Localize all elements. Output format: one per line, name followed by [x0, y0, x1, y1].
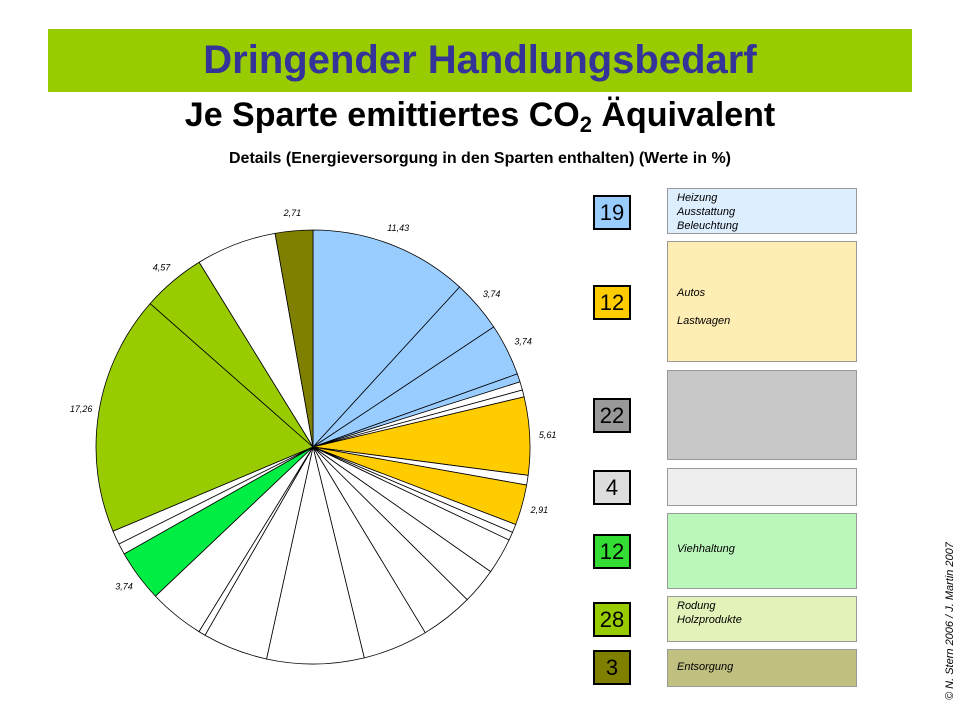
legend-description-line: Ausstattung [677, 206, 736, 218]
legend-value-1: 19 [593, 195, 631, 230]
legend-description-line: Lastwagen [677, 315, 731, 327]
subtitle-main: Je Sparte emittiertes CO [184, 96, 580, 134]
chart-subtitle: Je Sparte emittiertes CO2 Äquivalent [0, 96, 960, 138]
slice-label-9: 2,91 [530, 505, 549, 515]
legend-value-4: 4 [593, 470, 631, 505]
slice-label-24: 4,57 [153, 262, 172, 272]
subtitle-subscript: 2 [579, 112, 592, 137]
slice-label-2: 3,74 [483, 289, 501, 299]
chart-details: Details (Energieversorgung in den Sparte… [228, 150, 731, 167]
legend-description-5: Viehhaltung [667, 513, 857, 589]
legend-description-line: Entsorgung [677, 661, 734, 673]
pie-slice-1 [312, 229, 461, 449]
legend-description-3 [667, 370, 857, 460]
legend-description-line: Rodung [677, 600, 716, 612]
legend-value-7: 3 [593, 650, 631, 685]
slice-label-23: 17,26 [70, 404, 93, 414]
title-banner: Dringender Handlungsbedarf [48, 29, 912, 92]
slice-label-1: 11,43 [387, 223, 409, 233]
slice-label-3: 3,74 [514, 337, 532, 347]
legend-description-7: Entsorgung [667, 649, 857, 687]
legend-value-6: 28 [593, 602, 631, 637]
slice-label-26: 2,71 [283, 208, 302, 218]
legend-description-line: Autos [677, 287, 706, 299]
pie-slice-23 [95, 303, 314, 532]
subtitle-tail: Äquivalent [591, 96, 776, 134]
pie-slice-16 [266, 446, 365, 665]
legend-description-4 [667, 468, 857, 506]
legend-description-1: Heizung Ausstattung Beleuchtung [667, 188, 857, 234]
legend-description-line: Beleuchtung [677, 220, 739, 232]
legend-description-line: Heizung [677, 192, 718, 204]
legend-description-2: Autos Lastwagen [667, 241, 857, 362]
legend-description-line: Viehhaltung [677, 543, 735, 555]
slice-label-20: 3,74 [115, 582, 133, 592]
legend-value-5: 12 [593, 534, 631, 569]
legend-value-2: 12 [593, 285, 631, 320]
credit-text: © N. Stern 2006 / J. Martin 2007 [944, 542, 956, 700]
page-title: Dringender Handlungsbedarf [203, 38, 757, 82]
legend-description-6: Rodung Holzprodukte [667, 596, 857, 642]
legend-value-3: 22 [593, 398, 631, 433]
legend-description-line: Holzprodukte [677, 614, 742, 626]
legend-description-line [677, 300, 847, 314]
slice-label-7: 5,61 [539, 430, 557, 440]
pie-slice-26 [274, 229, 314, 448]
